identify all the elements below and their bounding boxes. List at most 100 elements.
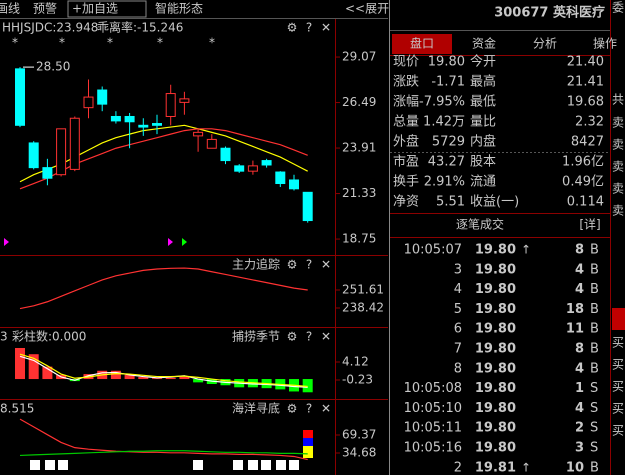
trade-time: 6 — [454, 322, 462, 337]
quote-label: 量比 — [470, 115, 496, 130]
quote-label: 涨跌 — [393, 74, 419, 90]
bar — [302, 379, 313, 393]
candle-body — [193, 131, 204, 137]
toolbar-item[interactable]: 画线 — [0, 2, 20, 16]
trade-time: 8 — [454, 361, 462, 376]
candle-body — [97, 89, 108, 105]
quote-label: 净资 — [393, 195, 419, 210]
bar — [138, 376, 149, 380]
quote-label: 今开 — [470, 54, 496, 70]
panel-icon[interactable]: ? — [306, 330, 312, 344]
indicator-line — [19, 267, 308, 310]
trade-arrow: ↑ — [521, 243, 531, 257]
tab[interactable]: 分析 — [533, 37, 557, 51]
trade-volume: 4 — [575, 361, 584, 376]
trade-side: S — [590, 441, 598, 456]
candle-body — [289, 179, 299, 190]
trade-side: B — [590, 243, 599, 258]
tab[interactable]: 盘口 — [410, 36, 434, 51]
trade-arrow: ↑ — [521, 460, 531, 474]
toolbar-item[interactable]: +加自选 — [72, 2, 118, 16]
quote-label: 现价 — [393, 55, 419, 70]
indicator-label: 彩柱数:0.000 — [12, 329, 86, 344]
trade-volume: 11 — [566, 322, 584, 337]
panel-prefix: 3 — [0, 330, 8, 344]
signal — [168, 238, 173, 246]
expand-button[interactable]: <<展开 — [345, 2, 389, 16]
tab[interactable]: 操作 — [593, 36, 617, 51]
star: * — [12, 36, 18, 50]
trade-price: 19.80 — [475, 401, 516, 416]
trade-side: S — [590, 421, 598, 436]
y-tick-label: 238.42 — [342, 300, 384, 314]
trade-price: 19.81 — [475, 460, 516, 475]
candle-body — [83, 96, 94, 109]
candle-body — [206, 138, 217, 149]
trade-time: 10:05:08 — [404, 381, 462, 396]
panel-icon[interactable]: ✕ — [321, 330, 331, 344]
panel-icon[interactable]: ✕ — [321, 21, 331, 35]
candle-body — [28, 142, 39, 169]
trade-volume: 4 — [575, 282, 584, 297]
trade-price: 19.80 — [475, 262, 516, 277]
trade-volume: 18 — [566, 302, 584, 317]
trade-time: 3 — [454, 262, 462, 277]
panel-icon[interactable]: ? — [306, 258, 312, 272]
active-tab[interactable] — [392, 34, 452, 54]
toolbar-item[interactable]: 智能形态 — [155, 1, 203, 16]
quote-value: 0.49亿 — [562, 175, 604, 190]
y-tick-label: 18.75 — [342, 232, 376, 246]
panel-icon[interactable]: ⚙ — [287, 402, 298, 416]
panel-icon[interactable]: ✕ — [321, 258, 331, 272]
trade-price: 19.80 — [475, 361, 516, 376]
panel-icon[interactable]: ⚙ — [287, 258, 298, 272]
panel-icon[interactable]: ✕ — [321, 402, 331, 416]
strip-char: 卖 — [612, 160, 624, 174]
strip-char: 买 — [612, 380, 624, 394]
trade-time: 5 — [454, 302, 462, 317]
trade-side: B — [590, 282, 599, 297]
quote-label: 换手 — [393, 175, 419, 190]
tab[interactable]: 资金 — [472, 36, 496, 51]
quote-label: 流通 — [470, 175, 496, 190]
star: * — [107, 36, 113, 50]
panel-icon[interactable]: ⚙ — [287, 330, 298, 344]
quote-value: 19.80 — [428, 55, 465, 70]
quote-value: 1.42万 — [423, 115, 465, 130]
indicator-line — [19, 450, 308, 457]
bar — [152, 378, 162, 380]
annotation-label: 28.50 — [36, 60, 70, 74]
indicator-line — [19, 128, 308, 190]
trade-volume: 4 — [575, 401, 584, 416]
trade-time: 10:05:07 — [404, 243, 462, 258]
trade-volume: 1 — [575, 381, 584, 396]
panel-icon[interactable]: ⚙ — [287, 21, 298, 35]
panel-icon[interactable]: ? — [306, 402, 312, 416]
strip-char: 卖 — [612, 204, 624, 218]
panel-title: 主力追踪 — [232, 257, 280, 272]
trade-volume: 10 — [566, 460, 584, 475]
signal — [4, 238, 9, 246]
quote-value: -1.71 — [431, 75, 465, 90]
stock-title: 300677 英科医疗 — [494, 5, 605, 21]
quote-value: 5729 — [432, 135, 465, 150]
trade-volume: 4 — [575, 262, 584, 277]
signal-block — [303, 430, 313, 438]
candle-body — [138, 124, 149, 128]
panel-icon[interactable]: ? — [306, 21, 312, 35]
toolbar-item[interactable]: 预警 — [33, 1, 57, 16]
signal-block — [303, 446, 313, 458]
signal-squares — [30, 460, 299, 470]
quote-value: 0.114 — [567, 195, 604, 210]
trade-time: 10:05:16 — [404, 441, 462, 456]
trade-side: B — [590, 342, 599, 357]
detail-link[interactable]: [详] — [579, 217, 600, 232]
strip-char: 卖 — [612, 138, 624, 152]
candle-body — [56, 128, 67, 176]
y-tick-label: 29.07 — [342, 50, 376, 64]
strip-char: 买 — [612, 402, 624, 416]
bar — [193, 379, 204, 383]
y-tick-label: 23.91 — [342, 141, 376, 155]
bar — [110, 370, 121, 380]
